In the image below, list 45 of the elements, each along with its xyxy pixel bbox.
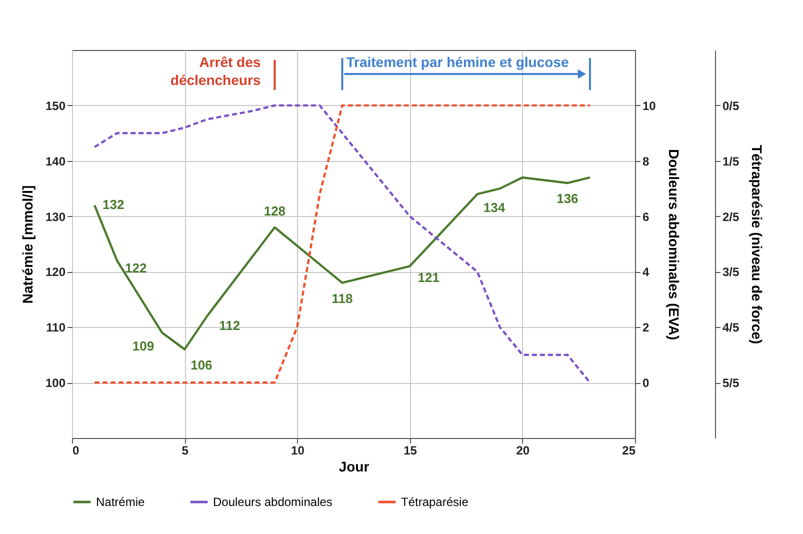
data-label: 134 bbox=[483, 200, 506, 216]
legend-label: Tétraparésie bbox=[401, 495, 469, 509]
y2-tick-label: 8 bbox=[642, 154, 650, 168]
y2-tick-label: 10 bbox=[642, 98, 656, 113]
line-series bbox=[93, 176, 592, 350]
y-tick-label: 110 bbox=[46, 320, 66, 335]
y2-tick-label: 4 bbox=[642, 265, 650, 280]
y3-tick-label: 2/5 bbox=[722, 210, 740, 224]
y-tick-label: 150 bbox=[45, 98, 66, 113]
x-tick-label: 5 bbox=[182, 444, 189, 458]
y3-tick-label: 4/5 bbox=[722, 320, 740, 335]
x-tick-label: 25 bbox=[622, 444, 636, 458]
x-tick-label: 10 bbox=[291, 444, 305, 458]
y-axis-title: Natrémie [mmol/l] bbox=[19, 185, 36, 304]
data-label: 136 bbox=[556, 191, 578, 206]
y2-tick-label: 2 bbox=[642, 320, 650, 335]
data-label: 121 bbox=[418, 270, 440, 286]
x-tick-label: 15 bbox=[404, 444, 418, 458]
x-tick-label: 20 bbox=[516, 444, 530, 458]
data-label: 122 bbox=[125, 260, 147, 276]
data-label: 106 bbox=[190, 357, 212, 372]
ref-line-label: Traitement par hémine et glucose bbox=[346, 54, 569, 70]
y3-tick-label: 3/5 bbox=[722, 265, 740, 280]
data-label: 109 bbox=[132, 338, 154, 354]
legend-label: Douleurs abdominales bbox=[213, 495, 332, 509]
legend-label: Natrémie bbox=[96, 495, 146, 509]
x-tick-label: 0 bbox=[72, 444, 80, 458]
line-series bbox=[93, 104, 592, 384]
y2-tick-label: 6 bbox=[642, 210, 650, 224]
data-label: 112 bbox=[219, 318, 240, 334]
y-tick-label: 130 bbox=[45, 210, 66, 224]
y3-tick-label: 1/5 bbox=[722, 154, 740, 168]
data-label: 132 bbox=[102, 197, 124, 212]
data-label: 128 bbox=[264, 203, 286, 218]
y3-tick-label: 5/5 bbox=[722, 376, 740, 390]
y2-tick-label: 0 bbox=[642, 376, 650, 390]
y2-axis-title: Douleurs abdominales (EVA) bbox=[666, 148, 682, 340]
y-tick-label: 140 bbox=[45, 154, 66, 168]
data-label: 118 bbox=[332, 290, 353, 306]
x-axis-title: Jour bbox=[338, 458, 370, 474]
y3-axis-title: Tétraparésie (niveau de force) bbox=[749, 144, 766, 344]
ref-line-label: Arrêt des déclencheurs bbox=[170, 54, 261, 88]
y-tick-label: 120 bbox=[45, 265, 66, 280]
y3-tick-label: 0/5 bbox=[722, 98, 740, 113]
y-tick-label: 100 bbox=[45, 376, 66, 390]
